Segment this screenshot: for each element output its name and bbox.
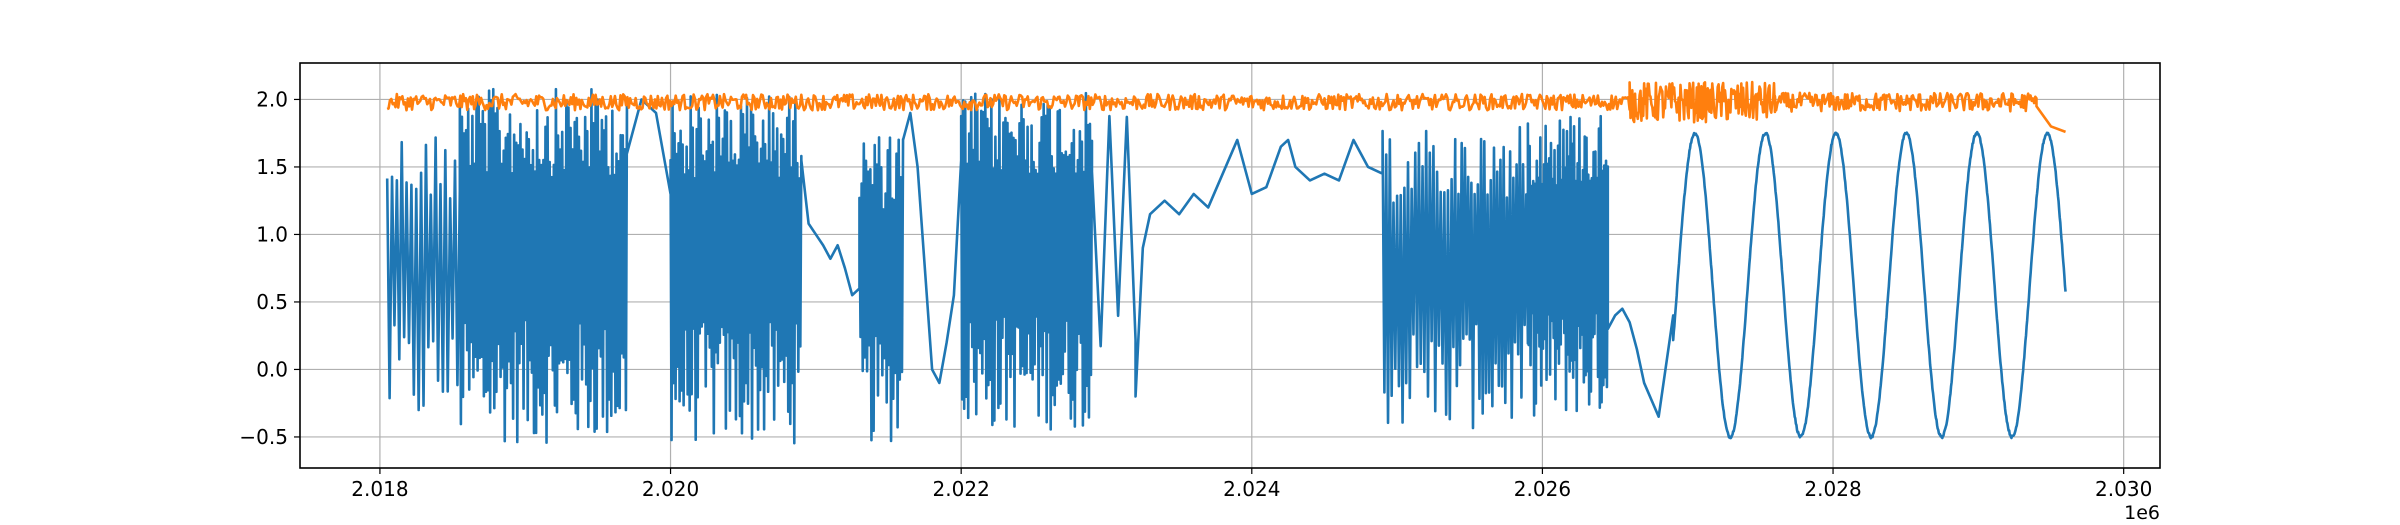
x-tick-label: 2.020: [642, 477, 699, 501]
x-tick-label: 2.022: [933, 477, 990, 501]
y-tick-label: 2.0: [256, 87, 288, 111]
series-line-1: [385, 87, 2067, 445]
x-tick-label: 2.028: [1804, 477, 1861, 501]
y-tick-label: 1.5: [256, 155, 288, 179]
plot-area: [299, 62, 2161, 469]
y-tick-label: 0.5: [256, 290, 288, 314]
y-axis: −0.5 0.0 0.5 1.0 1.5 2.0: [239, 87, 300, 449]
x-tick-label: 2.024: [1223, 477, 1280, 501]
y-tick-label: 0.0: [256, 357, 288, 381]
x-offset-label: 1e6: [2124, 502, 2160, 524]
x-tick-label: 2.030: [2095, 477, 2152, 501]
series-line-2: [386, 80, 2067, 134]
x-tick-label: 2.018: [351, 477, 408, 501]
series-layer: [385, 80, 2067, 445]
y-tick-label: −0.5: [239, 425, 288, 449]
x-axis: 2.018 2.020 2.022 2.024 2.026 2.028 2.030: [351, 468, 2152, 501]
x-tick-label: 2.026: [1514, 477, 1571, 501]
y-tick-label: 1.0: [256, 222, 288, 246]
axes-frame: [299, 62, 2161, 469]
